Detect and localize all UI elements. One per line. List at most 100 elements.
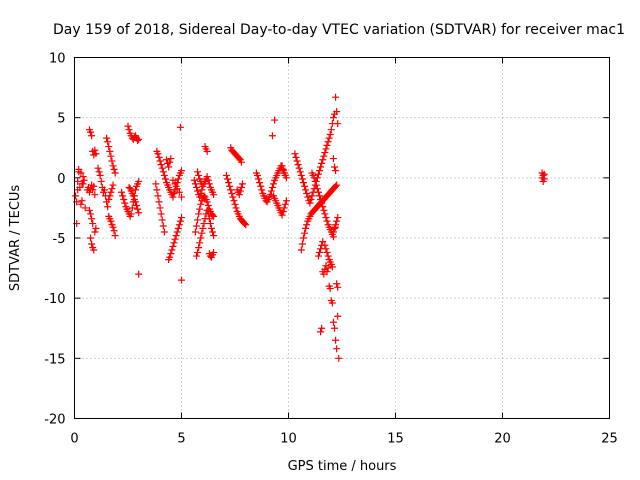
data-point — [329, 318, 337, 326]
data-point — [105, 143, 113, 151]
data-point — [171, 235, 179, 243]
data-point — [198, 186, 206, 194]
data-point — [94, 164, 102, 172]
data-point — [96, 171, 104, 179]
data-point — [318, 199, 326, 207]
data-point — [158, 164, 166, 172]
x-axis-label: GPS time / hours — [288, 459, 397, 474]
y-tick-label: -10 — [44, 292, 65, 307]
data-point — [88, 215, 96, 223]
data-point — [108, 157, 116, 165]
data-point — [118, 188, 126, 196]
data-point — [159, 168, 167, 176]
data-point — [322, 145, 330, 153]
data-point — [321, 210, 329, 218]
data-point — [210, 191, 218, 199]
data-point — [91, 228, 99, 236]
data-point — [157, 210, 165, 218]
data-point — [161, 175, 169, 183]
data-point — [319, 238, 327, 246]
data-point — [266, 191, 274, 199]
data-point — [282, 197, 290, 205]
data-point — [317, 328, 325, 336]
data-point — [169, 176, 177, 184]
data-point — [222, 171, 230, 179]
y-tick-labels: -20 -15 -10 -5 0 5 10 — [44, 52, 65, 428]
data-point — [323, 248, 331, 256]
data-point — [204, 210, 212, 218]
data-point — [278, 162, 286, 170]
x-tick-label: 20 — [494, 432, 511, 447]
x-tick-label: 10 — [280, 432, 297, 447]
data-point — [74, 177, 82, 185]
data-point — [198, 229, 206, 237]
data-point — [159, 222, 167, 230]
data-point — [174, 175, 182, 183]
data-point — [331, 163, 339, 171]
data-point — [298, 175, 306, 183]
data-point — [90, 246, 98, 254]
data-point — [88, 240, 96, 248]
data-point — [232, 204, 240, 212]
data-point — [302, 224, 310, 232]
data-point — [203, 147, 211, 155]
data-point — [224, 175, 232, 183]
data-point — [119, 192, 127, 200]
data-point — [156, 157, 164, 165]
data-point — [135, 209, 143, 217]
data-point — [91, 146, 99, 154]
y-axis-label: SDTVAR / TECUs — [8, 185, 23, 292]
data-point — [175, 188, 183, 196]
data-point — [157, 161, 165, 169]
data-point — [333, 280, 341, 288]
data-point — [280, 204, 288, 212]
data-point — [230, 197, 238, 205]
data-point — [155, 198, 163, 206]
data-point — [190, 176, 198, 184]
data-point — [237, 183, 245, 191]
data-point — [237, 158, 245, 166]
data-point — [307, 195, 315, 203]
data-point — [316, 167, 324, 175]
data-point — [167, 155, 175, 163]
data-point — [238, 180, 246, 188]
data-point — [209, 211, 217, 219]
data-point — [314, 188, 322, 196]
y-tick-label: 10 — [49, 52, 66, 67]
data-point — [169, 242, 177, 250]
data-point — [78, 197, 86, 205]
data-point — [280, 169, 288, 177]
data-point — [156, 204, 164, 212]
data-point — [292, 153, 300, 161]
data-point — [194, 216, 202, 224]
data-point — [77, 169, 85, 177]
data-point — [165, 163, 173, 171]
data-point — [324, 252, 332, 260]
data-point — [258, 186, 266, 194]
data-point — [203, 206, 211, 214]
data-point — [540, 170, 548, 178]
data-point — [153, 186, 161, 194]
y-tick-label: 5 — [57, 112, 65, 127]
data-point — [320, 206, 328, 214]
chart-title: Day 159 of 2018, Sidereal Day-to-day VTE… — [53, 22, 625, 38]
data-point — [173, 228, 181, 236]
data-point — [100, 186, 108, 194]
data-point — [176, 217, 184, 225]
data-point — [134, 205, 142, 213]
data-point — [299, 234, 307, 242]
data-point — [334, 312, 342, 320]
data-point — [303, 189, 311, 197]
data-point — [320, 152, 328, 160]
data-point — [279, 208, 287, 216]
data-point — [108, 185, 116, 193]
data-point — [303, 221, 311, 229]
data-point — [319, 203, 327, 211]
data-point — [332, 221, 340, 229]
data-point — [194, 248, 202, 256]
data-point — [89, 186, 97, 194]
data-point — [296, 168, 304, 176]
data-point — [322, 245, 330, 253]
data-point — [106, 147, 114, 155]
